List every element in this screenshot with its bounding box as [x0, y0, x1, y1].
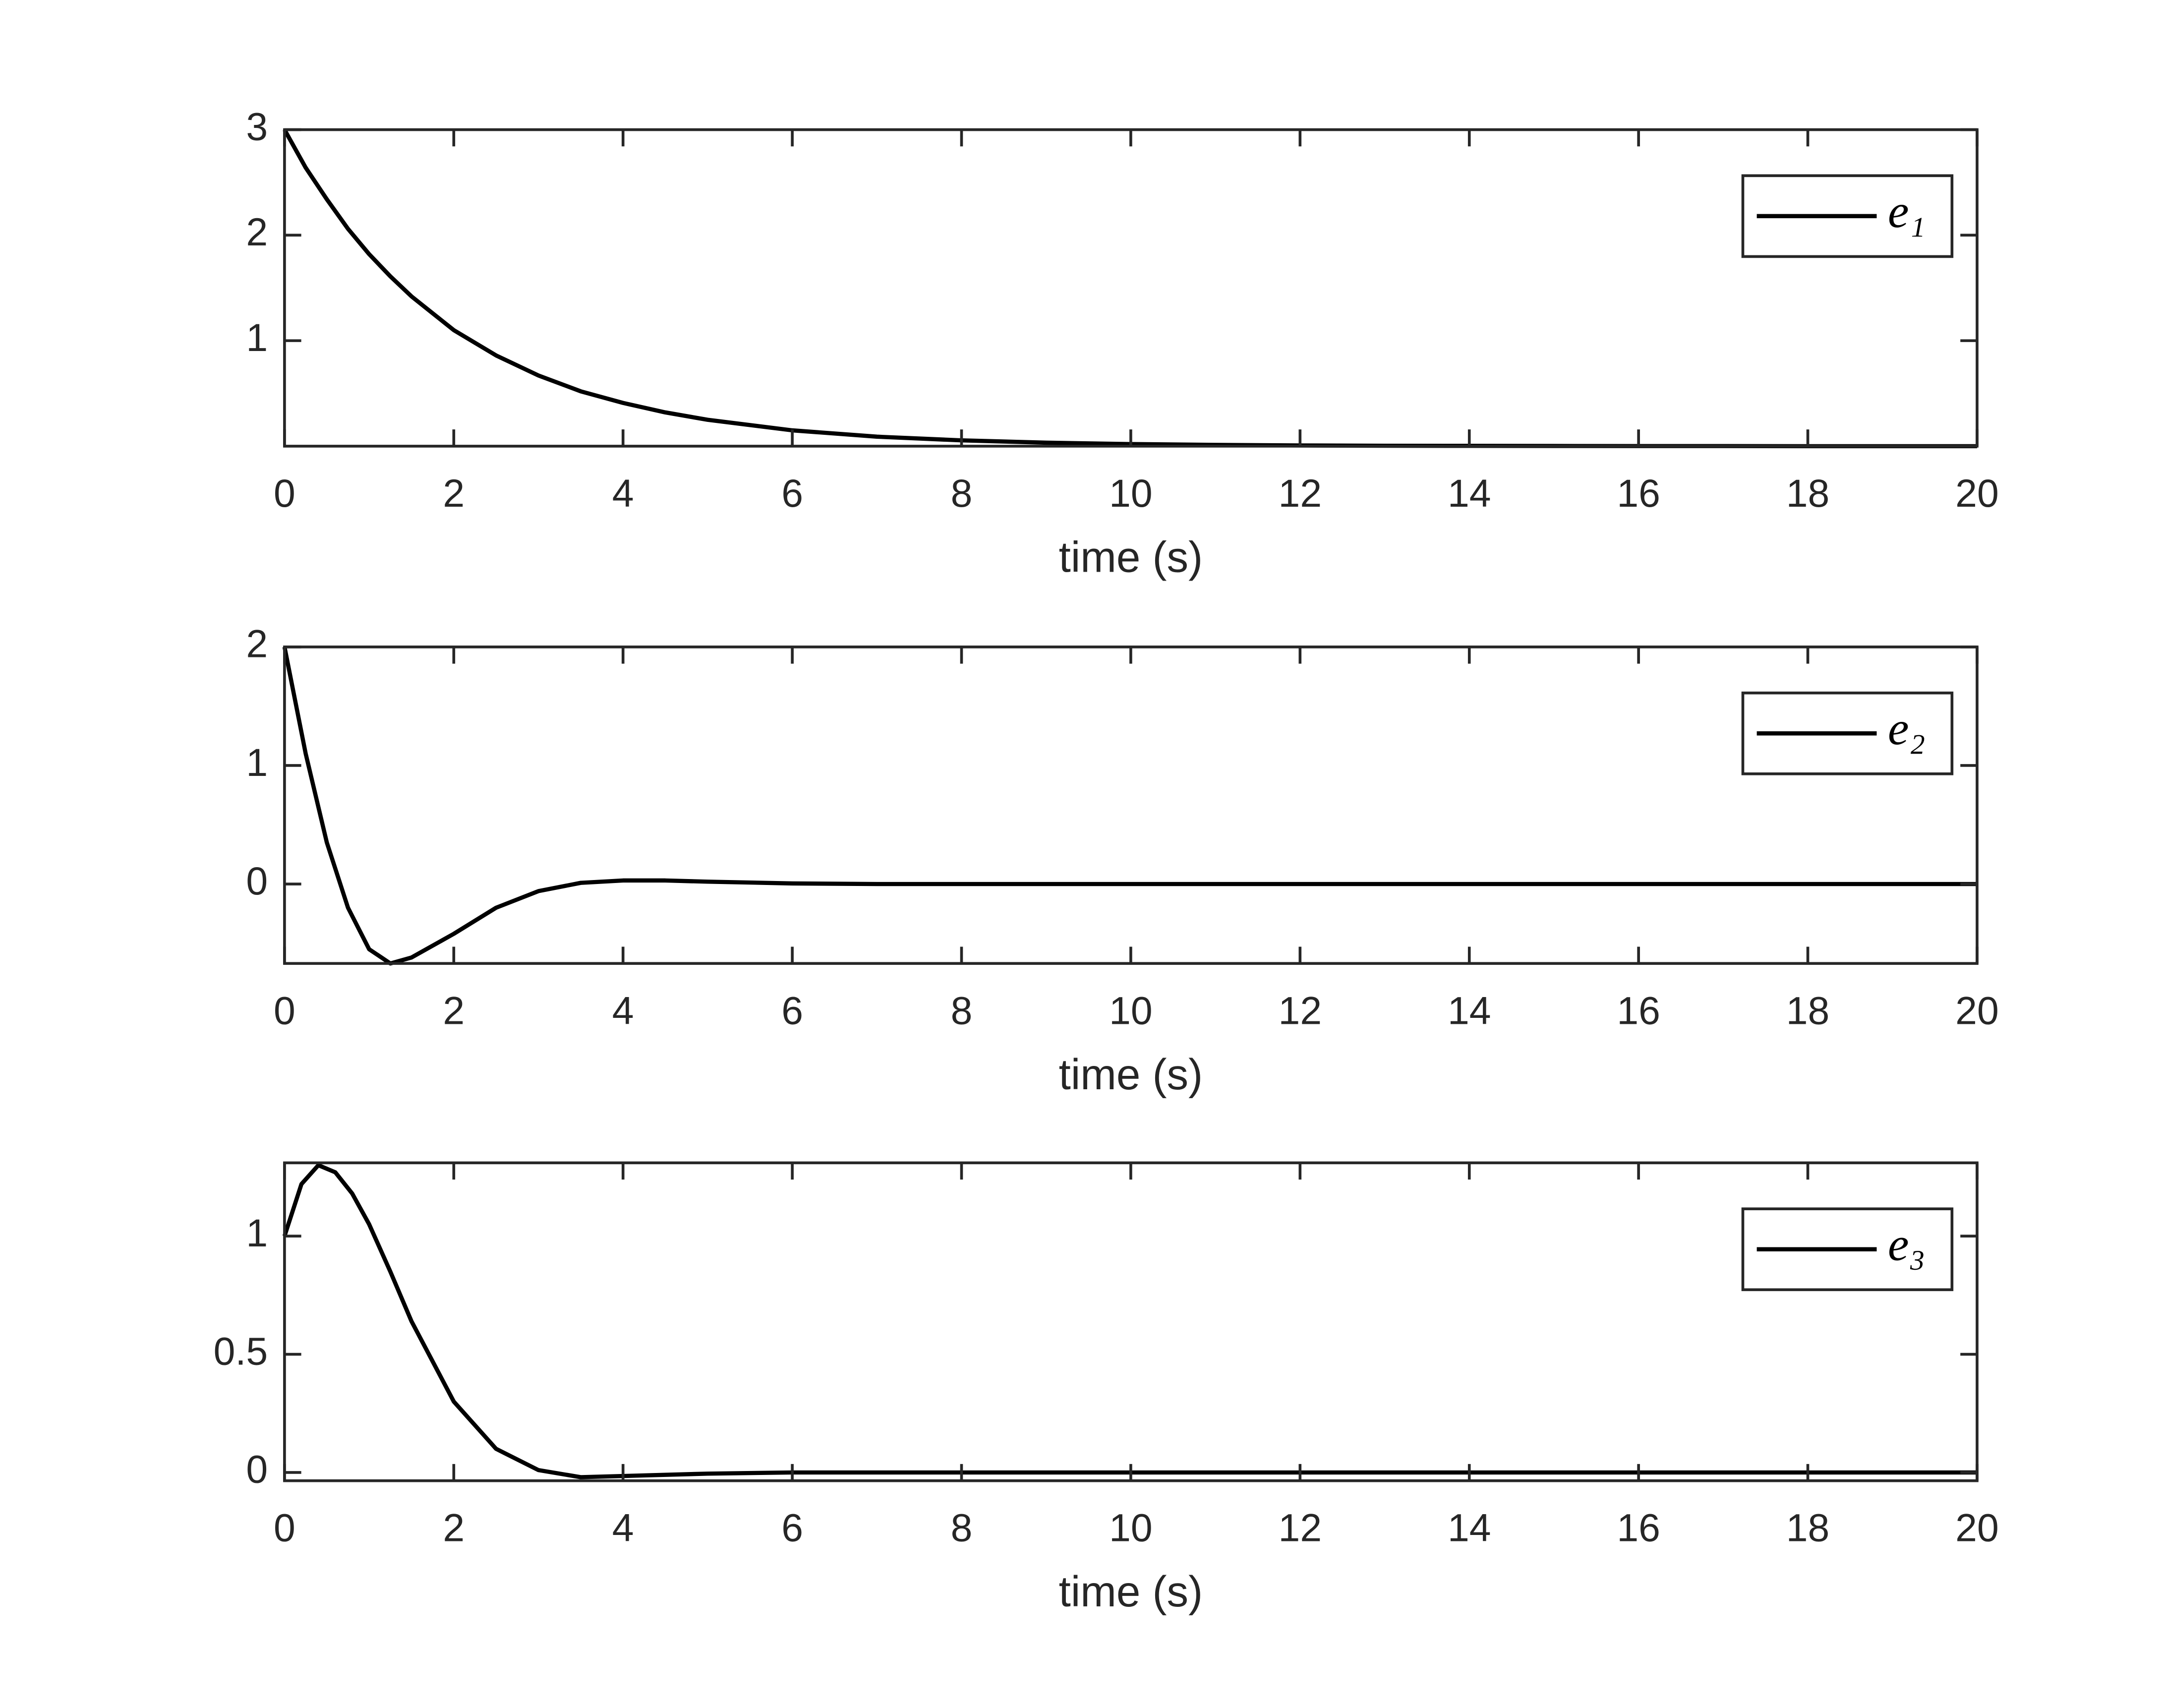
y-tick-label: 0.5: [214, 1329, 268, 1373]
x-tick-label: 18: [1786, 1506, 1830, 1550]
x-tick-label: 10: [1109, 1506, 1153, 1550]
x-tick-label: 8: [951, 989, 973, 1032]
legend-label: e₃: [1888, 1218, 1926, 1271]
x-tick-label: 14: [1448, 989, 1491, 1032]
x-tick-label: 20: [1955, 471, 1999, 515]
x-tick-label: 6: [781, 1506, 803, 1550]
y-tick-label: 1: [246, 1211, 268, 1255]
y-tick-label: 2: [246, 622, 268, 666]
legend-label: e₂: [1888, 702, 1926, 755]
x-tick-label: 0: [274, 1506, 295, 1550]
x-tick-label: 20: [1955, 989, 1999, 1032]
x-tick-label: 4: [612, 1506, 634, 1550]
x-tick-label: 10: [1109, 989, 1153, 1032]
x-tick-label: 8: [951, 1506, 973, 1550]
x-tick-label: 4: [612, 989, 634, 1032]
x-tick-label: 16: [1617, 471, 1660, 515]
x-tick-label: 0: [274, 471, 295, 515]
x-tick-label: 8: [951, 471, 973, 515]
x-tick-label: 4: [612, 471, 634, 515]
x-tick-label: 6: [781, 471, 803, 515]
x-tick-label: 18: [1786, 989, 1830, 1032]
x-axis-label: time (s): [1059, 1051, 1203, 1099]
y-tick-label: 0: [246, 1448, 268, 1491]
y-tick-label: 3: [246, 105, 268, 148]
x-axis-label: time (s): [1059, 1568, 1203, 1616]
x-tick-label: 14: [1448, 1506, 1491, 1550]
x-tick-label: 16: [1617, 1506, 1660, 1550]
x-tick-label: 2: [443, 1506, 465, 1550]
y-tick-label: 1: [246, 741, 268, 784]
x-tick-label: 12: [1279, 989, 1322, 1032]
x-tick-label: 14: [1448, 471, 1491, 515]
x-axis-label: time (s): [1059, 533, 1203, 582]
y-tick-label: 0: [246, 859, 268, 903]
x-tick-label: 10: [1109, 471, 1153, 515]
legend-label: e₁: [1888, 185, 1926, 237]
x-tick-label: 0: [274, 989, 295, 1032]
y-tick-label: 1: [246, 316, 268, 359]
x-tick-label: 20: [1955, 1506, 1999, 1550]
x-tick-label: 2: [443, 471, 465, 515]
x-tick-label: 12: [1279, 1506, 1322, 1550]
x-tick-label: 6: [781, 989, 803, 1032]
series-line: [282, 647, 1977, 966]
y-tick-label: 2: [246, 210, 268, 254]
x-tick-label: 12: [1279, 471, 1322, 515]
x-tick-label: 16: [1617, 989, 1660, 1032]
x-tick-label: 18: [1786, 471, 1830, 515]
x-tick-label: 2: [443, 989, 465, 1032]
